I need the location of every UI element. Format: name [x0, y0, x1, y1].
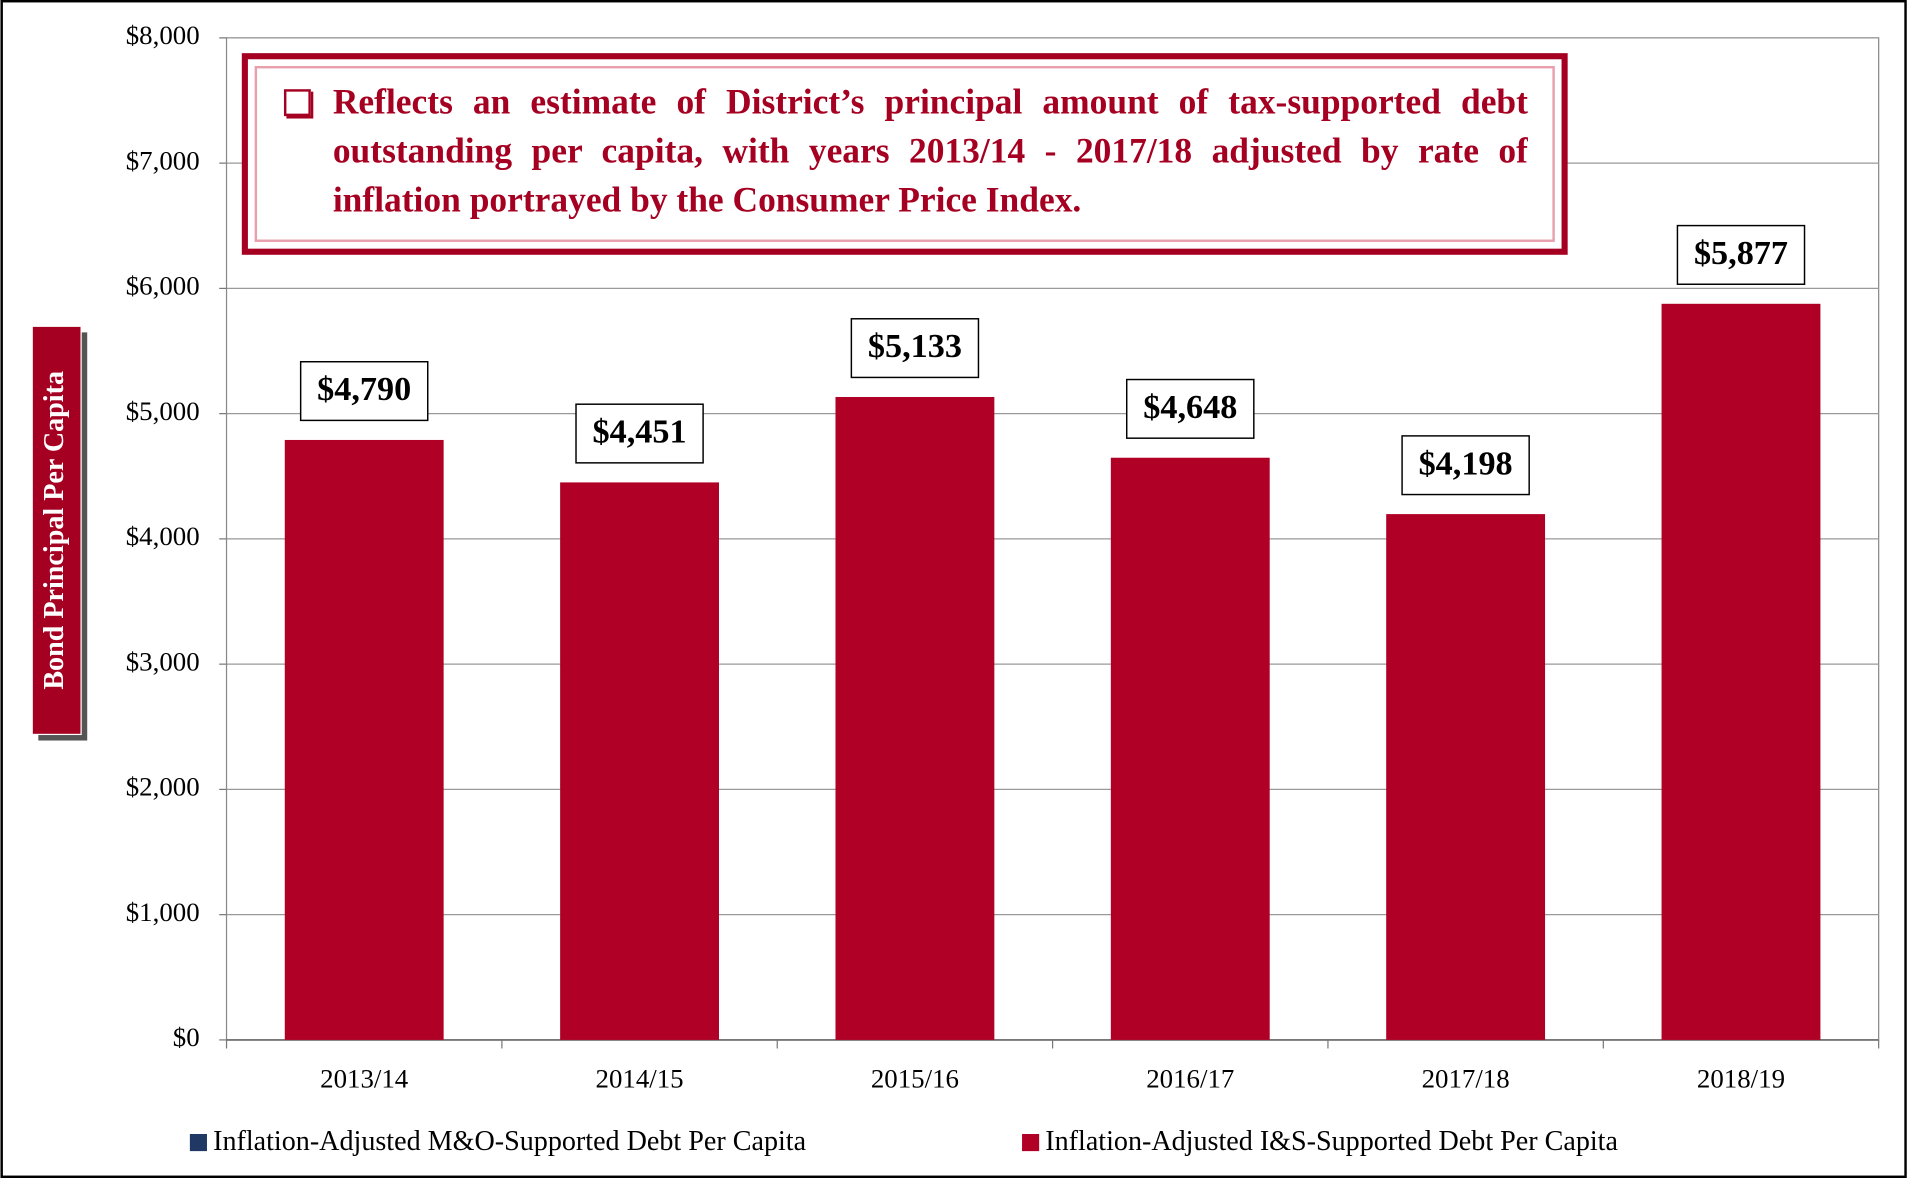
y-tick-label: $2,000 [126, 772, 200, 802]
data-label: $5,877 [1694, 235, 1788, 272]
legend-label: Inflation-Adjusted I&S-Supported Debt Pe… [1045, 1126, 1618, 1157]
bar [1110, 457, 1270, 1040]
y-tick-label: $3,000 [126, 646, 200, 676]
data-label: $5,133 [868, 328, 962, 365]
legend-swatch [189, 1134, 207, 1152]
bar [1661, 303, 1821, 1040]
y-tick-label: $6,000 [126, 271, 200, 301]
y-axis-label: Bond Principal Per Capita [39, 371, 70, 690]
legend-label: Inflation-Adjusted M&O-Supported Debt Pe… [213, 1126, 807, 1157]
data-label-box [1676, 224, 1806, 285]
x-tick-label: 2016/17 [1146, 1064, 1234, 1094]
data-label: $4,790 [317, 371, 411, 408]
data-label: $4,198 [1419, 445, 1513, 482]
bar [560, 482, 719, 1040]
x-tick-label: 2018/19 [1697, 1064, 1785, 1094]
ylabel-box [31, 325, 82, 736]
annotation: Reflects an estimate of District’s princ… [282, 78, 1528, 225]
data-label-box [575, 403, 704, 464]
data-label: $4,648 [1143, 389, 1237, 426]
data-label-box [850, 318, 980, 379]
legend-swatch [1022, 1134, 1040, 1152]
data-label-box [1125, 378, 1255, 439]
data-label: $4,451 [593, 414, 687, 451]
annotation-label: Reflects an estimate of District’s princ… [332, 83, 1528, 220]
y-tick-label: $7,000 [126, 145, 200, 175]
x-tick-label: 2017/18 [1422, 1064, 1510, 1094]
x-tick-label: 2013/14 [320, 1064, 409, 1094]
y-tick-label: $8,000 [126, 20, 200, 50]
bar [835, 396, 995, 1040]
bar [1386, 514, 1546, 1040]
y-tick-label: $4,000 [126, 521, 200, 551]
annotation-inner-border [254, 65, 1555, 242]
x-tick-label: 2014/15 [596, 1064, 684, 1094]
annotation-box [241, 53, 1568, 255]
annotation-text: Reflects an estimate of District’s princ… [282, 78, 1528, 225]
bar [284, 439, 444, 1040]
data-label-box [299, 361, 429, 422]
y-tick-label: $1,000 [126, 897, 200, 927]
y-tick-label: $5,000 [126, 396, 200, 426]
data-label-box [1401, 435, 1530, 496]
y-tick-label: $0 [173, 1022, 200, 1052]
x-tick-label: 2015/16 [871, 1064, 959, 1094]
